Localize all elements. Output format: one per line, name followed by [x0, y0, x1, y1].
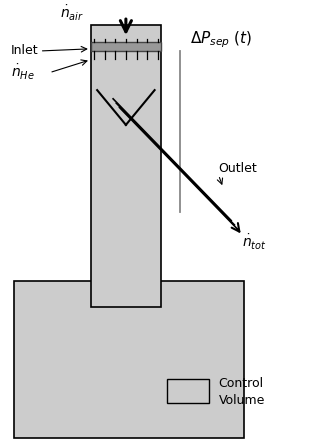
Text: Volume: Volume — [218, 394, 265, 408]
Bar — [91, 42, 161, 51]
Bar — [14, 281, 244, 438]
Bar — [91, 25, 161, 307]
Text: Control: Control — [218, 377, 264, 390]
Text: Outlet: Outlet — [218, 162, 257, 175]
Text: $\dot{n}_{tot}$: $\dot{n}_{tot}$ — [242, 233, 267, 252]
Text: $\Delta P_{sep}\ (t)$: $\Delta P_{sep}\ (t)$ — [190, 30, 252, 51]
Bar — [167, 379, 209, 403]
Text: $\dot{n}_{air}$: $\dot{n}_{air}$ — [60, 4, 84, 23]
Text: Inlet: Inlet — [11, 44, 39, 57]
Text: $\dot{n}_{He}$: $\dot{n}_{He}$ — [11, 63, 35, 82]
